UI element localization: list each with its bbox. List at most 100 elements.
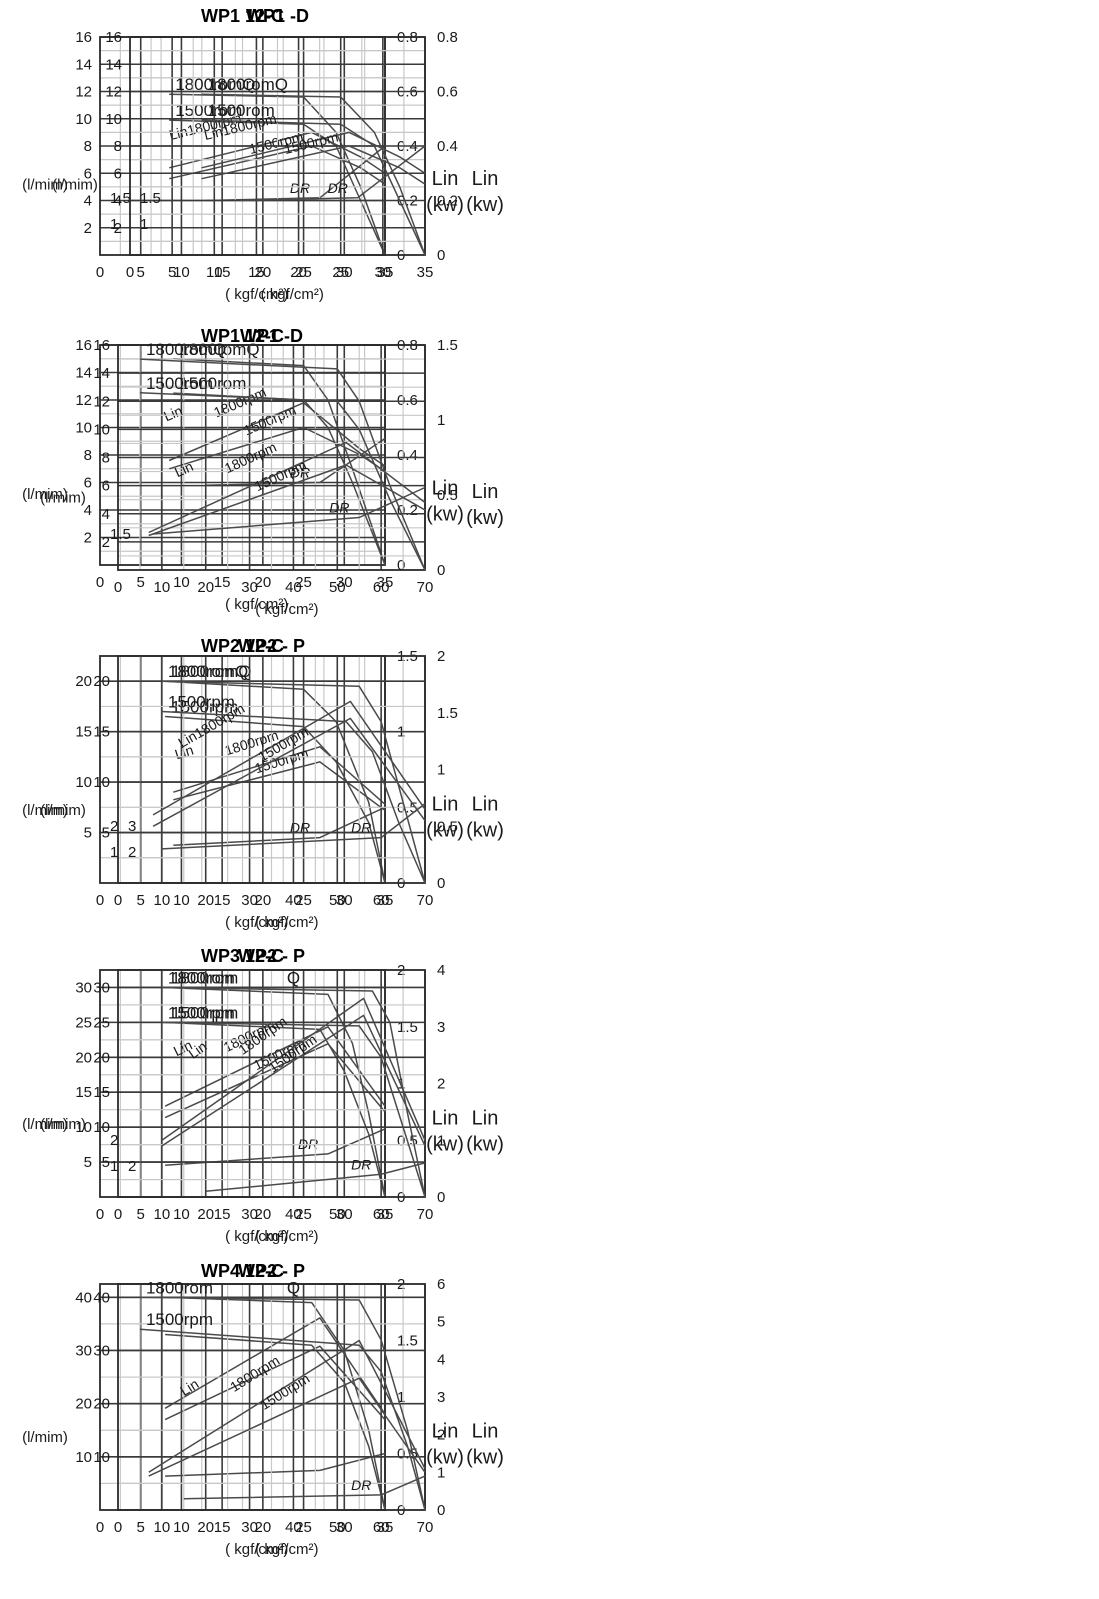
x-tick-label: 50: [329, 579, 346, 596]
series-line-1: [139, 358, 426, 571]
y-tick-label: 5: [84, 1154, 92, 1171]
series-line-4: [173, 761, 386, 812]
inner-tick-label: 1: [140, 216, 148, 233]
series-line-3: [164, 1317, 386, 1415]
y-axis-label: (l/mim): [40, 490, 86, 507]
x-tick-label: 0: [114, 579, 122, 596]
y2-tick-label: 0.5: [397, 1446, 418, 1463]
curve-label-q1800: 1800rom: [168, 968, 235, 987]
series-line-2: [139, 392, 426, 571]
inner-tick-label: 1: [110, 844, 118, 861]
x-tick-label: 5: [137, 1519, 145, 1536]
x-tick-label: 0: [114, 1206, 122, 1223]
x-tick-label: 40: [285, 892, 302, 909]
x-tick-label: 35: [377, 264, 394, 281]
y2-tick-label: 0: [437, 1189, 445, 1206]
x-tick-label: 10: [154, 1206, 171, 1223]
y-tick-label: 10: [105, 111, 122, 128]
chart-title: WP2 12-C: [201, 636, 284, 656]
x-tick-label: 35: [417, 264, 434, 281]
x-tick-label: 10: [154, 892, 171, 909]
y-tick-label: 4: [114, 193, 122, 210]
y-tick-label: 25: [93, 1014, 110, 1031]
y2-axis-unit: (kw): [426, 819, 464, 841]
series-line-1: [165, 986, 386, 1198]
x-axis-label: ( kgf/cm²): [225, 914, 288, 931]
x-tick-label: 70: [417, 1519, 434, 1536]
series-line-2: [165, 1333, 386, 1511]
y-axis-label: (l/mim): [40, 1116, 86, 1133]
y-tick-label: 6: [84, 165, 92, 182]
x-tick-label: 5: [137, 264, 145, 281]
curve-label-q1500: 1500rom: [179, 374, 246, 393]
curve-label-dr: DR: [290, 180, 310, 196]
y-tick-label: 15: [93, 724, 110, 741]
x-tick-label: 10: [206, 264, 223, 281]
plot-frame: [117, 344, 426, 571]
chart-svg: WP1 -D0 10 20 30 40 50 60 7024681012141600.511.…: [40, 326, 504, 618]
x-tick-label: 20: [255, 1206, 272, 1223]
x-tick-label: 0: [126, 264, 134, 281]
y-tick-label: 15: [75, 1084, 92, 1101]
y-tick-label: 15: [75, 724, 92, 741]
y-tick-label: 6: [114, 165, 122, 182]
y-axis-label: (l/mim): [22, 177, 68, 194]
curve-label-q1500: 1500rom: [175, 101, 242, 120]
y-tick-label: 30: [93, 1342, 110, 1359]
y2-axis-unit: (kw): [466, 1133, 504, 1155]
y-tick-label: 12: [75, 392, 92, 409]
y-tick-label: 12: [75, 84, 92, 101]
chart-title: WP1 12-C: [201, 6, 284, 26]
y-tick-label: 16: [75, 337, 92, 354]
x-tick-label: 30: [336, 1519, 353, 1536]
chart-svg: WP1 -D0 5 10 15 20 25 30 3524681012141600.20.40…: [52, 6, 504, 303]
inner-tick-label: 2: [128, 1158, 136, 1175]
x-tick-label: 25: [295, 892, 312, 909]
series-line-5: [239, 145, 426, 202]
y2-tick-label: 0.5: [437, 818, 458, 835]
series-line-3: [148, 1339, 426, 1473]
series-line-5: [205, 1162, 426, 1193]
chart-svg: WP2 - P0 10 20 30 40 50 60 70510152000.511.5223…: [40, 636, 504, 931]
y-tick-label: 10: [75, 1119, 92, 1136]
y-tick-label: 20: [75, 1049, 92, 1066]
chart-svg: WP4 12-C0 5 10 15 20 25 30 351020304000.511.52(…: [22, 1261, 464, 1558]
x-tick-label: 25: [295, 264, 312, 281]
inner-tick-label: 2: [128, 844, 136, 861]
y-tick-label: 20: [93, 1049, 110, 1066]
inner-tick-label: 1: [110, 1158, 118, 1175]
curve-label-q1500: 1500rpm: [168, 692, 235, 711]
x-tick-label: 20: [197, 579, 214, 596]
y-tick-label: 6: [84, 475, 92, 492]
plot-frame: [117, 1283, 426, 1511]
x-axis-label: ( kgf/cm²): [255, 914, 318, 931]
series-line-4: [201, 145, 426, 185]
x-axis-label: ( kgf/cm²): [225, 1228, 288, 1245]
y-tick-label: 8: [84, 447, 92, 464]
y-tick-label: 8: [84, 138, 92, 155]
x-tick-label: 60: [373, 579, 390, 596]
x-axis-label: ( kgf/cm²): [255, 1228, 318, 1245]
inner-tick-label: 1.5: [140, 190, 161, 207]
y2-tick-label: 1.5: [397, 1333, 418, 1350]
series-line-4: [161, 1014, 426, 1147]
y2-axis-label: Lin: [472, 793, 499, 815]
x-axis-label: ( kgf/cm²): [225, 286, 288, 303]
y-tick-label: 30: [75, 979, 92, 996]
inner-tick-label: 2: [110, 818, 118, 835]
y-tick-label: 20: [93, 673, 110, 690]
y-tick-label: 16: [75, 29, 92, 46]
x-tick-label: 20: [290, 264, 307, 281]
curve-label-lin: Lin: [171, 1037, 195, 1060]
curve-label-q1800: 1800romQ: [168, 662, 248, 681]
y-tick-label: 10: [75, 774, 92, 791]
x-tick-label: 70: [417, 1206, 434, 1223]
y-tick-label: 2: [84, 530, 92, 547]
y-tick-label: 12: [93, 393, 110, 410]
y-axis-label: (l/mim): [22, 486, 68, 503]
inner-tick-label: 1.5: [110, 190, 131, 207]
x-tick-label: 0: [96, 574, 104, 591]
y-tick-label: 10: [93, 1449, 110, 1466]
y2-tick-label: 1: [437, 412, 445, 429]
y2-axis-unit: (kw): [426, 1447, 464, 1469]
